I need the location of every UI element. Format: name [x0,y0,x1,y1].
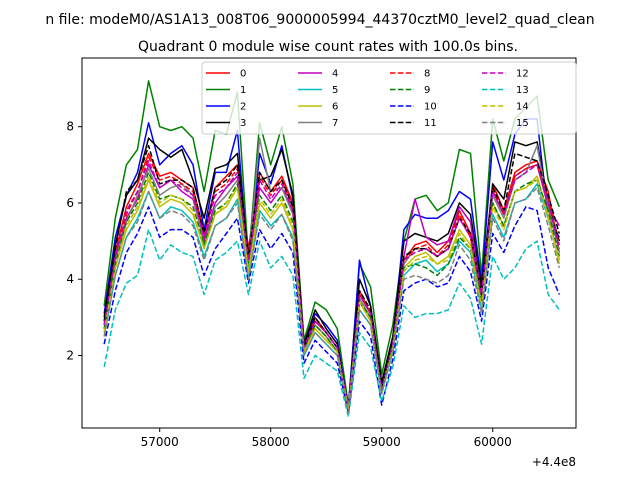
series-line-2 [103,118,560,410]
legend-label-7: 7 [332,118,338,129]
legend-label-0: 0 [240,69,246,80]
series-line-0 [103,152,561,410]
legend-label-15: 15 [516,118,529,129]
legend-label-10: 10 [424,102,437,113]
x-tick-label: 58000 [252,435,290,449]
series-layer [103,80,561,418]
legend-label-8: 8 [424,69,430,80]
x-tick-label: 57000 [141,435,179,449]
legend-label-9: 9 [424,85,430,96]
legend-label-6: 6 [332,102,338,113]
legend-label-4: 4 [332,69,338,80]
series-line-14 [103,175,561,410]
series-line-11 [103,144,561,410]
legend-label-3: 3 [240,118,246,129]
y-tick-label: 8 [66,120,74,134]
x-tick-label: 60000 [474,435,512,449]
axis-ticks: 57000 58000 59000 60000 2 4 6 8 [66,120,511,449]
series-line-12 [103,160,561,410]
figure-suptitle: n file: modeM0/AS1A13_008T06_9000005994_… [45,12,594,28]
legend-label-2: 2 [240,102,246,113]
legend-frame [201,61,577,135]
series-line-1 [103,80,560,406]
plot-frame [81,57,577,429]
series-line-10 [103,206,560,414]
legend-label-13: 13 [516,85,529,96]
y-tick-label: 2 [66,349,74,363]
legend-label-5: 5 [332,85,338,96]
x-offset-label: +4.4e8 [532,455,576,469]
legend-label-12: 12 [516,69,529,80]
chart-title: Quadrant 0 module wise count rates with … [138,39,518,55]
series-line-13 [103,228,560,418]
legend-label-14: 14 [516,102,529,113]
y-tick-label: 6 [66,196,74,210]
x-tick-label: 59000 [363,435,401,449]
legend-label-11: 11 [424,118,437,129]
legend-label-1: 1 [240,85,246,96]
y-tick-label: 4 [66,272,74,286]
